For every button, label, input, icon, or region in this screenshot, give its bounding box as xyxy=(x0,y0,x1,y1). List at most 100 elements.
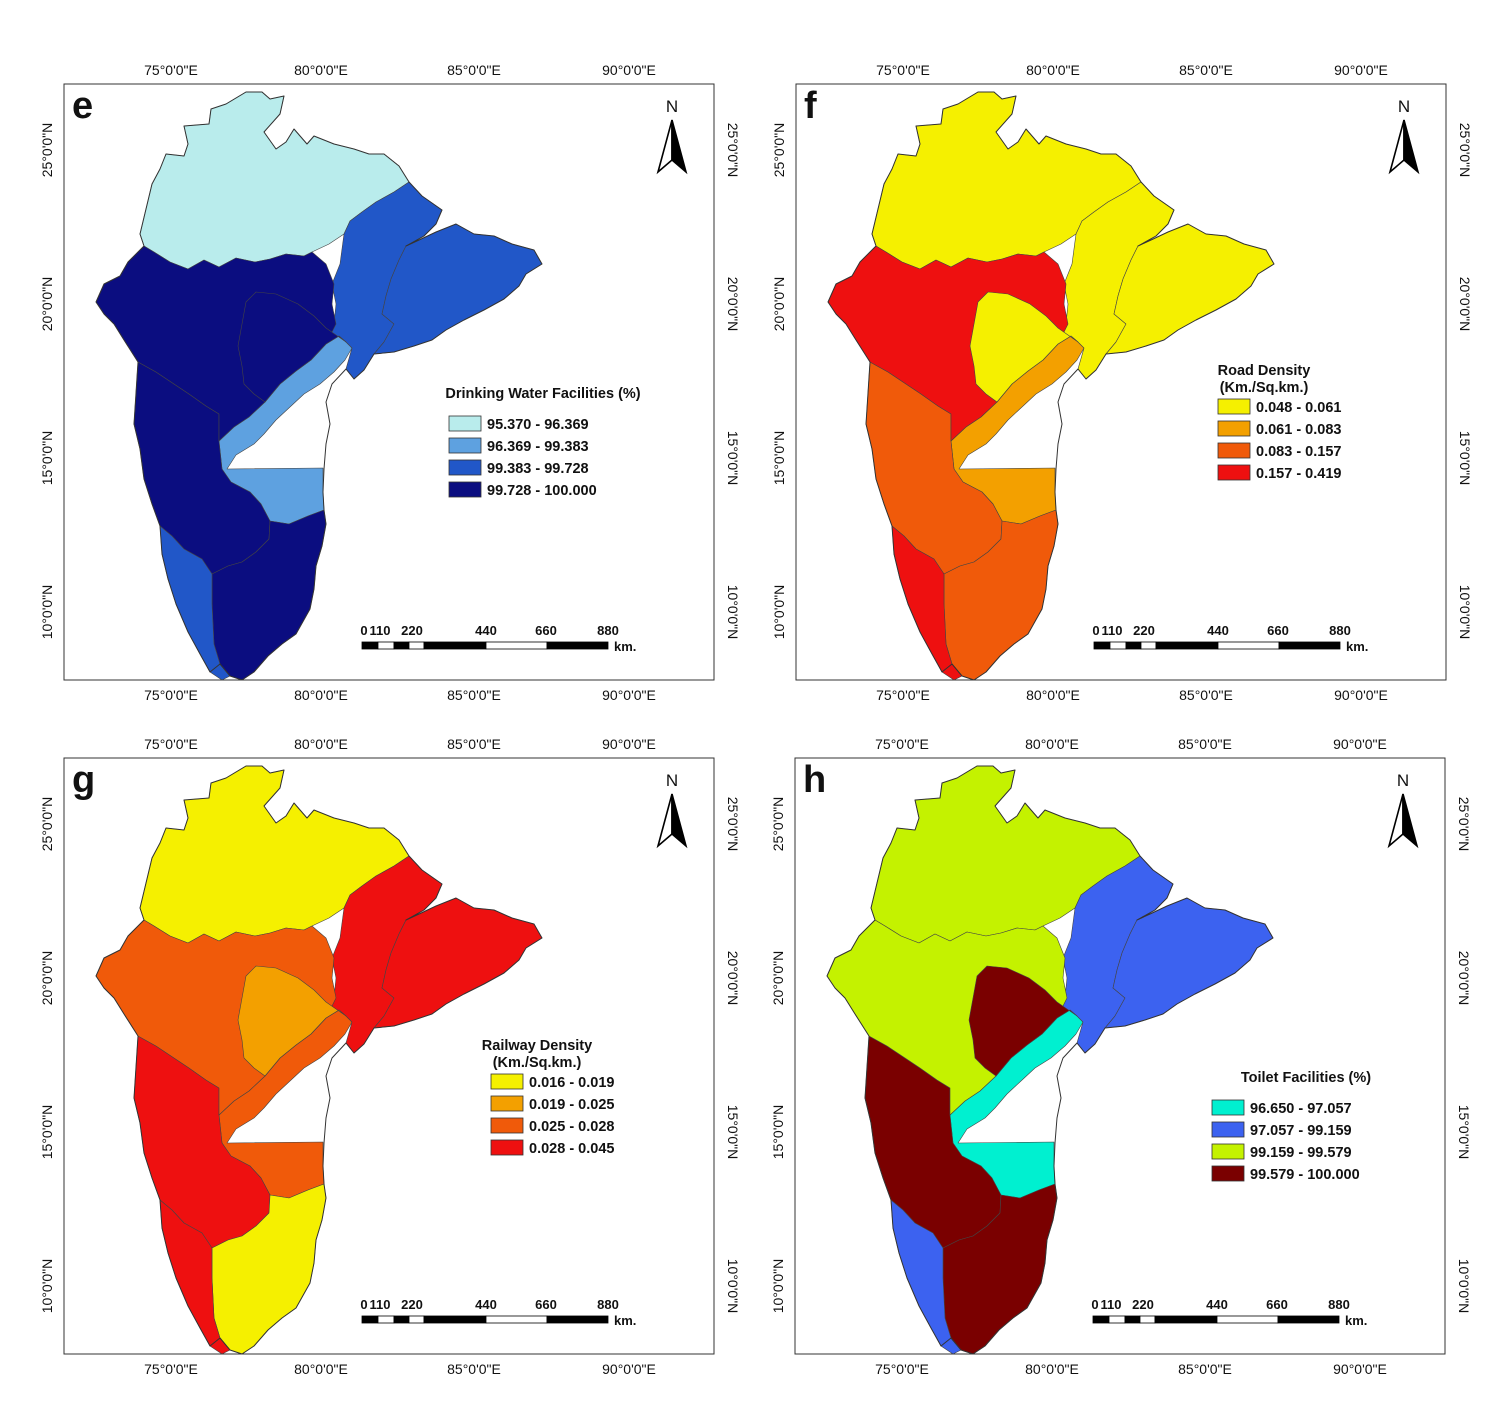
legend-title: Railway Density xyxy=(482,1038,592,1054)
scale-bar-segment xyxy=(361,641,379,650)
region-5 xyxy=(969,291,1079,403)
legend-label: 0.061 - 0.083 xyxy=(1256,422,1341,438)
scale-tick-label: 110 xyxy=(1102,623,1123,638)
legend-label: 99.383 - 99.728 xyxy=(487,461,589,477)
scale-tick-label: 220 xyxy=(1132,1297,1154,1312)
legend-label: 0.048 - 0.061 xyxy=(1256,400,1341,416)
scale-bar-segment xyxy=(1109,641,1127,650)
region-5 xyxy=(968,965,1078,1077)
longitude-label-bottom: 85°0'0"E xyxy=(447,687,501,703)
scale-unit: km. xyxy=(1345,1313,1367,1328)
legend-swatch xyxy=(1217,420,1251,437)
scale-bar-segment xyxy=(1139,1315,1156,1324)
scale-bar-segment xyxy=(423,1315,487,1324)
scale-unit: km. xyxy=(614,639,636,654)
latitude-label-left: 20°0'0"N xyxy=(770,951,786,1006)
legend-swatch xyxy=(1211,1143,1245,1160)
scale-bar-segment xyxy=(408,641,425,650)
longitude-label-top: 85°0'0"E xyxy=(447,736,501,752)
longitude-label-bottom: 80°0'0"E xyxy=(294,687,348,703)
legend-swatch xyxy=(490,1095,524,1112)
longitude-label-bottom: 75°0'0"E xyxy=(875,1361,929,1377)
scale-bar-segment xyxy=(485,641,548,650)
latitude-label-left: 10°0'0"N xyxy=(771,585,787,640)
scale-unit: km. xyxy=(614,1313,636,1328)
legend-swatch xyxy=(1217,442,1251,459)
latitude-label-right: 25°0'0"N xyxy=(725,123,741,178)
scale-tick-label: 880 xyxy=(1329,623,1351,638)
legend-swatch xyxy=(448,459,482,476)
map-panel-f: 75°0'0"E 75°0'0"E 80°0'0"E 80°0'0"E 85°0'0"E… xyxy=(771,62,1473,703)
scale-tick-label: 0 xyxy=(1092,623,1099,638)
scale-bar-segment xyxy=(1124,1315,1141,1324)
country-outline xyxy=(827,91,1275,681)
north-label: N xyxy=(666,771,678,790)
scale-bar-segment xyxy=(361,1315,379,1324)
longitude-label-top: 80°0'0"E xyxy=(294,62,348,78)
longitude-label-bottom: 80°0'0"E xyxy=(1025,1361,1079,1377)
scale-bar-segment xyxy=(377,641,395,650)
legend-label: 0.016 - 0.019 xyxy=(529,1075,614,1091)
scale-tick-label: 110 xyxy=(370,623,391,638)
latitude-label-right: 10°0'0"N xyxy=(725,585,741,640)
legend-label: 0.019 - 0.025 xyxy=(529,1097,614,1113)
scale-bar-segment xyxy=(1093,641,1111,650)
scale-tick-label: 0 xyxy=(360,1297,367,1312)
scale-tick-label: 220 xyxy=(401,1297,423,1312)
region-layer xyxy=(827,91,1275,681)
scale-bar-segment xyxy=(1108,1315,1126,1324)
scale-tick-label: 880 xyxy=(1328,1297,1350,1312)
latitude-label-right: 10°0'0"N xyxy=(725,1259,741,1314)
longitude-label-bottom: 80°0'0"E xyxy=(294,1361,348,1377)
latitude-label-left: 20°0'0"N xyxy=(39,951,55,1006)
north-arrow-icon xyxy=(1402,793,1419,849)
latitude-label-left: 15°0'0"N xyxy=(771,431,787,486)
legend-label: 95.370 - 96.369 xyxy=(487,417,589,433)
north-arrow-icon xyxy=(671,793,688,849)
latitude-label-right: 15°0'0"N xyxy=(725,1105,741,1160)
longitude-label-top: 80°0'0"E xyxy=(1026,62,1080,78)
latitude-label-right: 20°0'0"N xyxy=(725,951,741,1006)
longitude-label-top: 80°0'0"E xyxy=(294,736,348,752)
latitude-label-left: 20°0'0"N xyxy=(771,277,787,332)
scale-tick-label: 440 xyxy=(1206,1297,1228,1312)
scale-bar-segment xyxy=(393,641,410,650)
legend-title: (Km./Sq.km.) xyxy=(493,1055,582,1071)
longitude-label-bottom: 80°0'0"E xyxy=(1026,687,1080,703)
longitude-label-top: 90°0'0"E xyxy=(1333,736,1387,752)
legend-swatch xyxy=(490,1139,524,1156)
longitude-label-top: 85°0'0"E xyxy=(1179,62,1233,78)
legend-swatch xyxy=(448,415,482,432)
scale-bar-segment xyxy=(1277,1315,1340,1324)
legend-title: Road Density xyxy=(1218,363,1311,379)
scale-tick-label: 110 xyxy=(1101,1297,1122,1312)
scale-bar-segment xyxy=(377,1315,395,1324)
scale-bar-segment xyxy=(1125,641,1142,650)
scale-unit: km. xyxy=(1346,639,1368,654)
latitude-label-left: 10°0'0"N xyxy=(39,585,55,640)
legend-swatch xyxy=(1217,464,1251,481)
longitude-label-bottom: 75°0'0"E xyxy=(144,687,198,703)
scale-tick-label: 660 xyxy=(1267,623,1289,638)
legend-label: 96.369 - 99.383 xyxy=(487,439,589,455)
legend-label: 99.728 - 100.000 xyxy=(487,483,597,499)
legend-swatch xyxy=(490,1073,524,1090)
longitude-label-bottom: 85°0'0"E xyxy=(1178,1361,1232,1377)
map-panel-g: 75°0'0"E 75°0'0"E 80°0'0"E 80°0'0"E 85°0'0"E… xyxy=(39,736,741,1377)
latitude-label-right: 20°0'0"N xyxy=(1456,951,1472,1006)
scale-tick-label: 440 xyxy=(1207,623,1229,638)
panel-letter: h xyxy=(803,759,826,801)
country-outline xyxy=(95,91,543,681)
legend-title: Drinking Water Facilities (%) xyxy=(445,386,640,402)
map-panel-h: 75°0'0"E 75°0'0"E 80°0'0"E 80°0'0"E 85°0'0"E… xyxy=(770,736,1472,1377)
latitude-label-left: 10°0'0"N xyxy=(39,1259,55,1314)
latitude-label-right: 15°0'0"N xyxy=(1456,1105,1472,1160)
legend-swatch xyxy=(490,1117,524,1134)
legend-label: 0.083 - 0.157 xyxy=(1256,444,1341,460)
legend-title: Toilet Facilities (%) xyxy=(1241,1070,1371,1086)
legend-swatch xyxy=(448,481,482,498)
latitude-label-left: 25°0'0"N xyxy=(771,123,787,178)
scale-bar-segment xyxy=(1140,641,1157,650)
scale-bar-segment xyxy=(1217,641,1280,650)
scale-tick-label: 110 xyxy=(370,1297,391,1312)
